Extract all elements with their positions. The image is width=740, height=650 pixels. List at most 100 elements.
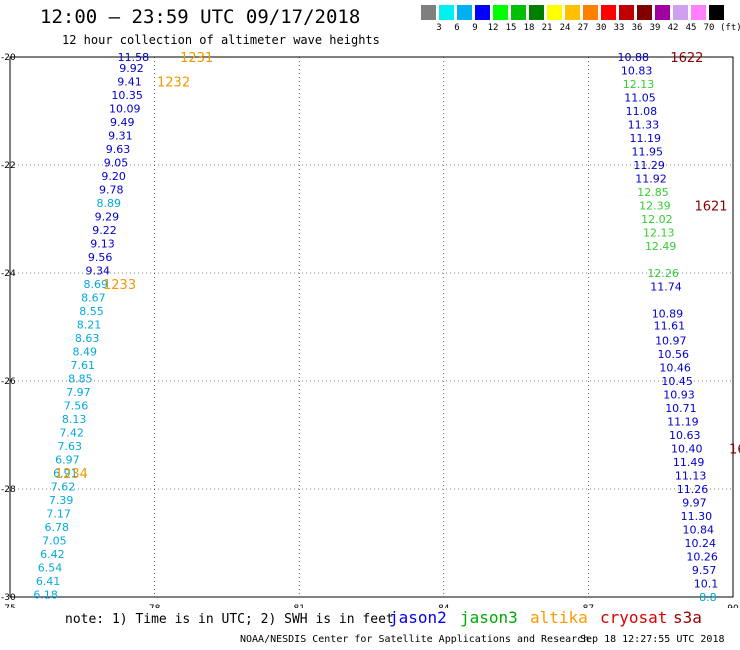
colorbar-swatch: [709, 5, 724, 20]
colorbar-swatch: [511, 5, 526, 20]
colorbar-swatch: [655, 5, 670, 20]
pass-time-label: 16: [729, 443, 740, 458]
swh-label-jason2: 10.89: [652, 308, 684, 321]
colorbar-swatch: [421, 5, 436, 20]
colorbar-swatch: [565, 5, 580, 20]
swh-label-jason2: 10.56: [657, 348, 689, 361]
swh-label-jason2: 10.45: [661, 375, 693, 388]
swh-label-jason2: 9.20: [101, 170, 126, 183]
pass-time-label: 1233: [103, 278, 136, 293]
swh-label-altika: 7.97: [66, 386, 91, 399]
swh-label-jason3: 12.39: [639, 200, 671, 213]
legend-jason3: jason3: [460, 608, 518, 627]
swh-label-jason2: 9.56: [88, 251, 113, 264]
swh-label-altika: 8.49: [72, 345, 97, 358]
pass-time-label: 1622: [670, 51, 703, 66]
swh-label-jason3: 12.26: [647, 267, 679, 280]
colorbar-swatch: [583, 5, 598, 20]
swh-label-jason2: 11.19: [630, 132, 662, 145]
x-tick-label: 90: [727, 604, 739, 608]
swh-label-jason2: 11.95: [631, 146, 663, 159]
swh-label-altika: 7.62: [51, 480, 76, 493]
swh-label-jason2: 10.93: [663, 389, 695, 402]
swh-label-altika: 8.55: [79, 305, 104, 318]
swh-label-altika: 7.05: [42, 534, 67, 547]
chart-subtitle: 12 hour collection of altimeter wave hei…: [62, 33, 380, 47]
swh-label-jason2: 9.34: [85, 264, 110, 277]
colorbar-label: 39: [649, 23, 661, 33]
swh-label-altika: 8.85: [68, 372, 93, 385]
colorbar-swatch: [673, 5, 688, 20]
swh-label-jason2: 9.49: [110, 116, 135, 129]
legend-s3a: s3a: [673, 608, 702, 627]
swh-label-jason2: 9.63: [106, 143, 131, 156]
swh-label-jason3: 12.13: [623, 78, 655, 91]
colorbar-label: 42: [667, 23, 679, 33]
swh-label-altika: 7.42: [59, 426, 84, 439]
y-tick-label: -26: [1, 377, 16, 387]
colorbar-label: 24: [559, 23, 571, 33]
legend-jason2: jason2: [389, 608, 447, 627]
swh-label-altika: 7.17: [46, 507, 71, 520]
legend-cryosat: cryosat: [600, 608, 668, 627]
swh-label-jason3: 12.49: [645, 240, 677, 253]
swh-label-altika: 6.78: [45, 521, 70, 534]
swh-label-jason2: 10.46: [659, 362, 691, 375]
pass-time-label: 1232: [157, 75, 190, 90]
swh-label-jason2: 10.35: [111, 89, 143, 102]
colorbar-label: 30: [595, 23, 607, 33]
swh-label-altika: 6.42: [40, 548, 65, 561]
swh-label-jason2: 10.09: [109, 102, 141, 115]
swh-label-jason2: 11.08: [626, 105, 658, 118]
swh-label-jason2: 10.84: [683, 524, 715, 537]
swh-label-jason2: 10.88: [617, 51, 649, 64]
colorbar-label: 15: [505, 23, 517, 33]
swh-label-altika: 8.63: [75, 332, 100, 345]
swh-label-jason2: 10.83: [621, 65, 653, 78]
colorbar-swatch: [457, 5, 472, 20]
chart-title: 12:00 – 23:59 UTC 09/17/2018: [40, 6, 361, 28]
swh-label-altika: 7.61: [71, 359, 96, 372]
pass-time-label: 1621: [694, 200, 727, 215]
y-tick-label: -20: [1, 53, 16, 63]
swh-label-jason2: 9.78: [99, 183, 124, 196]
swh-label-jason2: 9.31: [108, 129, 133, 142]
swh-label-altika: 6.18: [33, 588, 58, 601]
x-tick-label: 81: [293, 604, 304, 608]
swh-label-altika: 8.8: [699, 591, 717, 604]
legend-altika: altika: [530, 608, 588, 627]
swh-label-jason2: 11.74: [650, 281, 682, 294]
swh-label-altika: 6.97: [55, 453, 80, 466]
colorbar-swatch: [619, 5, 634, 20]
swh-label-jason2: 10.24: [684, 537, 716, 550]
swh-label-altika: 7.39: [49, 494, 74, 507]
colorbar-label: 12: [487, 23, 499, 33]
swh-label-altika: 7.63: [58, 440, 83, 453]
swh-label-altika: 8.67: [81, 291, 106, 304]
colorbar-swatch: [601, 5, 616, 20]
swh-label-jason2: 9.13: [90, 237, 115, 250]
colorbar-label: 21: [541, 23, 553, 33]
swh-label-jason2: 11.58: [118, 51, 150, 64]
map-plot: 757881848790-20-22-24-26-28-3011.589.929…: [1, 51, 740, 608]
colorbar-label: 6: [454, 23, 460, 33]
swh-label-jason2: 10.40: [671, 443, 703, 456]
pass-time-label: 1231: [180, 51, 213, 66]
swh-label-jason2: 10.26: [686, 551, 718, 564]
swh-label-jason2: 10.63: [669, 429, 701, 442]
swh-label-jason2: 9.05: [104, 156, 129, 169]
swh-label-jason2: 9.41: [117, 75, 142, 88]
y-tick-label: -22: [1, 161, 16, 171]
colorbar-label: 33: [613, 23, 625, 33]
colorbar-label: 70: [703, 23, 715, 33]
swh-label-jason2: 11.29: [633, 159, 665, 172]
credit-text: NOAA/NESDIS Center for Satellite Applica…: [240, 634, 590, 645]
colorbar-swatch: [547, 5, 562, 20]
swh-label-jason2: 10.71: [665, 402, 697, 415]
generated-timestamp: Sep 18 12:27:55 UTC 2018: [580, 634, 725, 645]
swh-label-jason2: 9.57: [692, 564, 717, 577]
x-tick-label: 75: [4, 604, 15, 608]
colorbar-swatch: [475, 5, 490, 20]
swh-label-jason3: 12.13: [643, 227, 675, 240]
colorbar-swatch: [691, 5, 706, 20]
